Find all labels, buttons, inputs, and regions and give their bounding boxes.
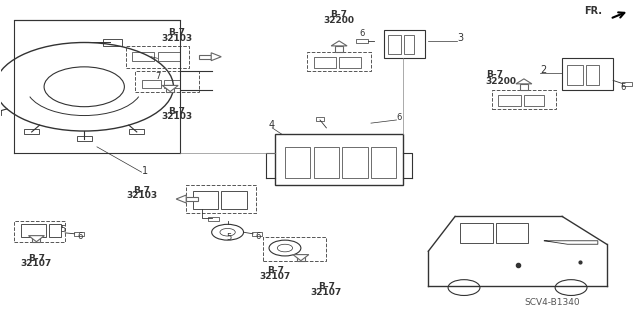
Polygon shape: [176, 195, 186, 203]
Text: 32103: 32103: [126, 191, 157, 200]
Bar: [307, 52, 371, 71]
Bar: [49, 224, 61, 237]
Text: 4: 4: [269, 120, 275, 130]
Text: B-7: B-7: [168, 27, 185, 37]
Bar: [0, 110, 1, 115]
Bar: [388, 34, 401, 54]
Bar: [314, 57, 336, 68]
Bar: [285, 147, 310, 178]
Bar: [20, 224, 46, 237]
Bar: [103, 39, 122, 46]
Bar: [524, 95, 544, 106]
Bar: [339, 57, 362, 68]
Text: 3: 3: [457, 33, 463, 43]
Bar: [499, 95, 521, 106]
Bar: [129, 130, 145, 135]
Bar: [166, 85, 174, 92]
Bar: [262, 237, 326, 261]
Text: B-7: B-7: [486, 70, 502, 79]
Polygon shape: [28, 236, 44, 242]
Bar: [77, 137, 92, 141]
Bar: [193, 191, 218, 209]
Text: 5: 5: [61, 225, 66, 234]
Text: 6: 6: [360, 29, 365, 38]
Bar: [186, 197, 198, 201]
Bar: [384, 30, 425, 58]
Bar: [460, 223, 493, 243]
Bar: [567, 65, 583, 85]
Bar: [74, 232, 84, 236]
Bar: [33, 236, 40, 242]
Bar: [335, 46, 343, 52]
Bar: [14, 221, 65, 242]
Bar: [199, 55, 211, 59]
Bar: [221, 191, 246, 209]
Bar: [622, 82, 632, 85]
Bar: [186, 185, 256, 213]
Text: FR.: FR.: [584, 6, 602, 16]
Text: 7: 7: [155, 72, 160, 81]
Bar: [316, 117, 324, 121]
Bar: [562, 58, 613, 90]
Bar: [492, 90, 556, 109]
Bar: [24, 130, 39, 135]
Bar: [157, 52, 180, 62]
Text: 32103: 32103: [161, 112, 192, 121]
Polygon shape: [516, 79, 532, 84]
Bar: [164, 80, 180, 88]
Text: 1: 1: [141, 166, 148, 176]
Polygon shape: [331, 41, 347, 46]
Bar: [496, 223, 528, 243]
Text: 6: 6: [621, 83, 626, 92]
Polygon shape: [293, 255, 309, 261]
Text: B-7: B-7: [168, 107, 185, 116]
Text: 6: 6: [396, 113, 402, 122]
Bar: [520, 84, 528, 90]
Bar: [132, 52, 154, 62]
Text: B-7: B-7: [331, 10, 348, 19]
Text: B-7: B-7: [133, 186, 150, 195]
Bar: [209, 217, 219, 221]
Polygon shape: [163, 85, 178, 92]
Text: 32200: 32200: [486, 77, 516, 85]
Text: 32107: 32107: [311, 288, 342, 297]
Text: 32103: 32103: [161, 34, 192, 43]
Polygon shape: [211, 53, 221, 61]
Bar: [125, 46, 189, 68]
Text: SCV4-B1340: SCV4-B1340: [524, 298, 580, 307]
Bar: [371, 147, 396, 178]
Text: 5: 5: [227, 233, 232, 242]
Text: 6: 6: [255, 232, 260, 241]
Bar: [252, 232, 262, 236]
Bar: [314, 147, 339, 178]
Text: 32107: 32107: [21, 259, 52, 268]
Bar: [135, 71, 199, 92]
Bar: [297, 255, 305, 261]
Text: 32200: 32200: [324, 16, 355, 25]
Text: B-7: B-7: [28, 254, 45, 263]
Bar: [275, 134, 403, 185]
Text: B-7: B-7: [267, 266, 284, 275]
Bar: [404, 34, 413, 54]
Text: 32107: 32107: [260, 272, 291, 281]
Text: B-7: B-7: [318, 282, 335, 291]
Text: 2: 2: [540, 64, 546, 75]
Text: 6: 6: [78, 232, 83, 241]
Bar: [586, 65, 599, 85]
Bar: [342, 147, 368, 178]
Bar: [356, 39, 368, 43]
Bar: [141, 80, 161, 88]
